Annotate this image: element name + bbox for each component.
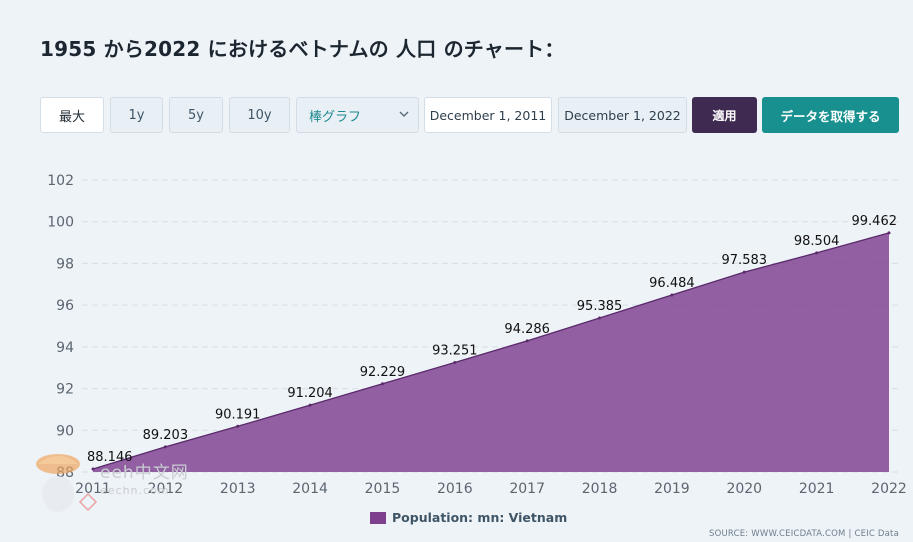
x-tick-label: 2011 bbox=[75, 481, 111, 497]
legend-swatch bbox=[370, 511, 386, 524]
data-label: 92.229 bbox=[360, 365, 406, 380]
date-from-input[interactable]: December 1, 2011 bbox=[424, 97, 552, 133]
data-label: 91.204 bbox=[287, 386, 333, 401]
toolbar: 最大 1y 5y 10y 棒グラフ December 1, 2011 Decem… bbox=[0, 0, 913, 140]
data-label: 94.286 bbox=[504, 322, 550, 337]
date-to-input[interactable]: December 1, 2022 bbox=[558, 97, 687, 133]
chart-legend[interactable]: Population: mn: Vietnam bbox=[370, 510, 567, 525]
chart-type-select[interactable]: 棒グラフ bbox=[296, 97, 419, 133]
watermark-subtext: eechn.com bbox=[100, 484, 170, 497]
y-tick-label: 102 bbox=[47, 173, 74, 189]
population-chart: 889092949698100102 201120122013201420152… bbox=[47, 173, 907, 497]
series-line bbox=[92, 232, 890, 470]
get-data-button[interactable]: データを取得する bbox=[762, 97, 899, 133]
y-tick-label: 100 bbox=[47, 215, 74, 231]
x-tick-label: 2019 bbox=[654, 481, 690, 497]
x-tick-label: 2022 bbox=[871, 481, 907, 497]
data-labels: 88.146 89.203 90.191 91.204 92.229 93.251 94.2… bbox=[87, 214, 897, 465]
data-label: 95.385 bbox=[577, 299, 623, 314]
chart-type-value: 棒グラフ bbox=[309, 109, 362, 125]
range-5y-button[interactable]: 5y bbox=[169, 97, 223, 133]
x-tick-label: 2017 bbox=[509, 481, 545, 497]
range-1y-button[interactable]: 1y bbox=[110, 97, 163, 133]
area-fill bbox=[93, 232, 889, 472]
y-tick-label: 92 bbox=[56, 382, 74, 398]
x-tick-label: 2016 bbox=[437, 481, 473, 497]
data-label: 99.462 bbox=[852, 214, 898, 229]
data-label: 93.251 bbox=[432, 343, 478, 358]
data-point bbox=[236, 424, 240, 428]
data-point bbox=[815, 251, 819, 255]
data-point bbox=[670, 293, 674, 297]
data-label: 96.484 bbox=[649, 276, 695, 291]
x-tick-label: 2018 bbox=[582, 481, 618, 497]
x-tick-label: 2012 bbox=[148, 481, 184, 497]
data-point bbox=[380, 382, 384, 386]
data-point bbox=[163, 445, 167, 449]
x-tick-label: 2013 bbox=[220, 481, 256, 497]
data-label: 89.203 bbox=[143, 428, 189, 443]
watermark-logo bbox=[30, 450, 200, 516]
data-point bbox=[525, 339, 529, 343]
data-point bbox=[887, 231, 891, 235]
data-label: 97.583 bbox=[722, 253, 768, 268]
data-point bbox=[308, 403, 312, 407]
x-tick-label: 2020 bbox=[726, 481, 762, 497]
x-tick-label: 2015 bbox=[365, 481, 401, 497]
y-tick-label: 96 bbox=[56, 298, 74, 314]
data-label: 90.191 bbox=[215, 407, 261, 422]
source-credit: SOURCE: WWW.CEICDATA.COM | CEIC Data bbox=[709, 529, 899, 539]
y-tick-label: 90 bbox=[56, 423, 74, 439]
y-tick-label: 98 bbox=[56, 256, 74, 272]
x-tick-label: 2014 bbox=[292, 481, 328, 497]
y-tick-label: 94 bbox=[56, 340, 74, 356]
y-axis-ticks: 889092949698100102 bbox=[47, 173, 74, 481]
data-point bbox=[453, 360, 457, 364]
range-10y-button[interactable]: 10y bbox=[229, 97, 290, 133]
legend-label: Population: mn: Vietnam bbox=[392, 510, 568, 525]
chevron-down-icon bbox=[399, 111, 409, 117]
x-axis-ticks: 2011 2012 2013 2014 2015 2016 2017 2018 2019 2020… bbox=[75, 481, 907, 497]
data-point bbox=[91, 467, 95, 471]
apply-button[interactable]: 適用 bbox=[692, 97, 757, 133]
page-title: 1955 から2022 におけるベトナムの 人口 のチャート： bbox=[40, 37, 565, 61]
watermark-text: eeh中文网 bbox=[100, 463, 189, 483]
data-point bbox=[598, 316, 602, 320]
x-tick-label: 2021 bbox=[799, 481, 835, 497]
chart-area-layer bbox=[91, 231, 891, 472]
data-label: 88.146 bbox=[87, 450, 133, 465]
data-label: 98.504 bbox=[794, 234, 840, 249]
data-point bbox=[742, 270, 746, 274]
range-max-button[interactable]: 最大 bbox=[40, 97, 104, 133]
